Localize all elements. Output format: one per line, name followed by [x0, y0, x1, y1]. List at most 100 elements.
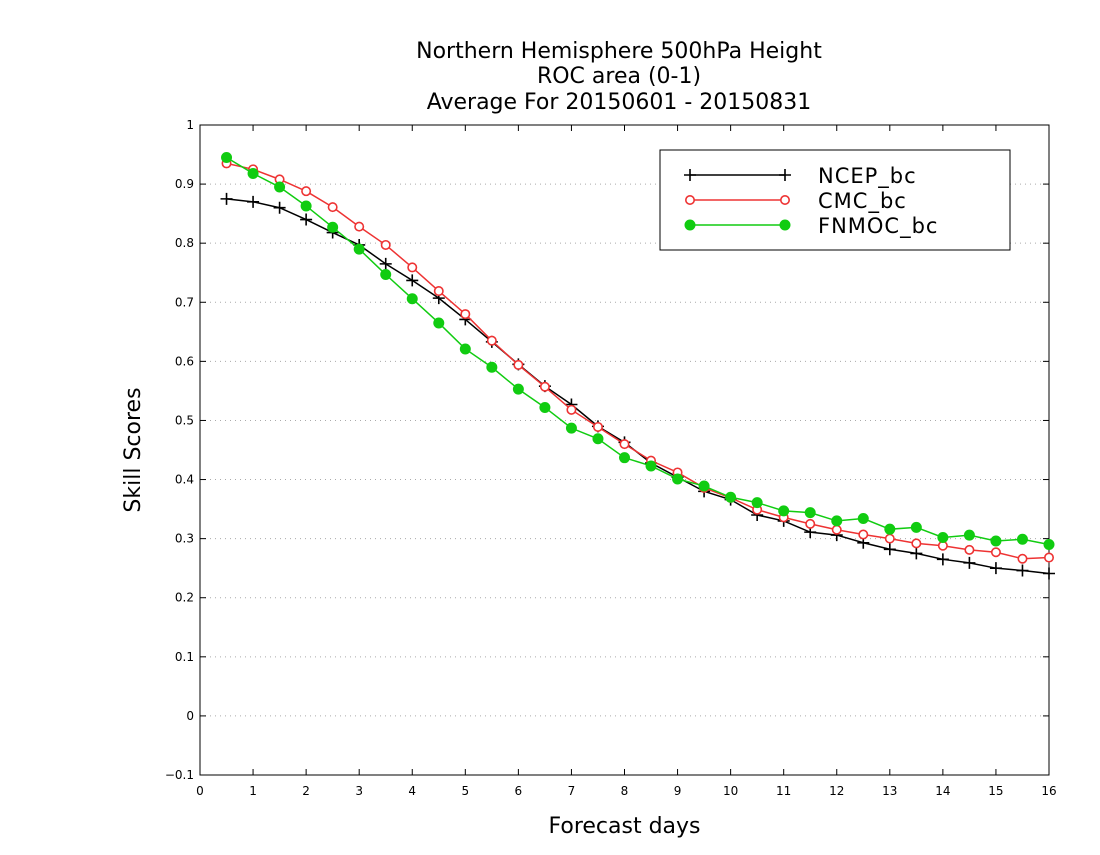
x-tick-label: 6: [515, 784, 523, 798]
y-tick-label: 0.3: [175, 532, 194, 546]
data-point-fnmoc-bc: [963, 529, 975, 541]
data-point-ncep-bc: [936, 553, 949, 566]
data-point-ncep-bc: [1043, 567, 1055, 580]
data-point-fnmoc-bc: [937, 531, 949, 543]
chart-title-line-3: Average For 20150601 - 20150831: [427, 90, 812, 115]
data-point-ncep-bc: [989, 562, 1002, 575]
data-point-cmc-bc: [1044, 552, 1055, 563]
legend-item-ncep-bc: NCEP_bc: [684, 164, 917, 189]
data-point-cmc-bc: [460, 309, 471, 320]
data-point-ncep-bc: [379, 257, 392, 270]
data-point-ncep-bc: [406, 274, 419, 287]
y-tick-label: 0: [186, 709, 194, 723]
chart-title-line-2: ROC area (0-1): [537, 64, 701, 89]
data-point-cmc-bc: [858, 529, 869, 540]
x-tick-label: 14: [935, 784, 950, 798]
data-point-fnmoc-bc: [831, 515, 843, 527]
y-tick-label: 0.7: [175, 295, 194, 309]
data-point-fnmoc-bc: [645, 460, 657, 472]
data-point-fnmoc-bc: [1016, 533, 1028, 545]
legend-item-fnmoc-bc: FNMOC_bc: [684, 214, 938, 239]
x-tick-label: 8: [621, 784, 629, 798]
data-point-fnmoc-bc: [884, 523, 896, 535]
data-point-fnmoc-bc: [698, 480, 710, 492]
x-tick-label: 12: [829, 784, 844, 798]
data-point-fnmoc-bc: [672, 473, 684, 485]
data-point-cmc-bc: [407, 262, 418, 273]
x-tick-label: 9: [674, 784, 682, 798]
data-point-fnmoc-bc: [539, 401, 551, 413]
data-point-cmc-bc: [831, 524, 842, 535]
series-ncep-bc: [220, 192, 1055, 580]
x-tick-label: 1: [249, 784, 257, 798]
x-axis-title: Forecast days: [548, 814, 700, 839]
x-tick-label: 5: [461, 784, 469, 798]
y-tick-label: 0.8: [175, 236, 194, 250]
data-point-cmc-bc: [433, 286, 444, 297]
data-point-cmc-bc: [884, 533, 895, 544]
legend-marker-ncep-bc: [779, 169, 791, 181]
data-point-fnmoc-bc: [990, 535, 1002, 547]
series-cmc-bc: [221, 158, 1055, 564]
data-point-fnmoc-bc: [274, 181, 286, 193]
y-tick-label: 0.2: [175, 591, 194, 605]
data-point-cmc-bc: [566, 404, 577, 415]
x-tick-label: 2: [302, 784, 310, 798]
data-point-ncep-bc: [1016, 564, 1029, 577]
data-point-cmc-bc: [513, 359, 524, 370]
legend-marker-cmc-bc: [779, 195, 790, 206]
data-point-fnmoc-bc: [910, 521, 922, 533]
data-point-fnmoc-bc: [486, 361, 498, 373]
data-point-cmc-bc: [805, 518, 816, 529]
legend-label-fnmoc-bc: FNMOC_bc: [818, 214, 938, 239]
x-tick-label: 4: [408, 784, 416, 798]
data-point-cmc-bc: [911, 538, 922, 549]
x-axis-ticks: 0 1 2 3 4 5 6 7 8 9 10 11 12 13 14 15 16: [196, 125, 1057, 798]
legend-marker-cmc-bc: [684, 195, 695, 206]
x-tick-label: 7: [568, 784, 576, 798]
data-point-ncep-bc: [910, 547, 923, 560]
data-point-fnmoc-bc: [565, 422, 577, 434]
data-point-fnmoc-bc: [353, 243, 365, 255]
x-tick-label: 10: [723, 784, 738, 798]
data-point-fnmoc-bc: [1043, 539, 1055, 551]
legend-label-cmc-bc: CMC_bc: [818, 189, 907, 214]
x-tick-label: 15: [988, 784, 1003, 798]
data-point-cmc-bc: [990, 547, 1001, 558]
data-point-cmc-bc: [539, 381, 550, 392]
data-point-cmc-bc: [592, 421, 603, 432]
data-point-fnmoc-bc: [459, 343, 471, 355]
data-point-cmc-bc: [354, 221, 365, 232]
y-tick-label: 0.4: [175, 473, 194, 487]
data-point-cmc-bc: [619, 439, 630, 450]
series-layer: [220, 152, 1055, 580]
x-tick-label: 3: [355, 784, 363, 798]
y-tick-label: −0.1: [165, 768, 194, 782]
legend-item-cmc-bc: CMC_bc: [684, 189, 907, 214]
data-point-ncep-bc: [247, 195, 260, 208]
data-point-cmc-bc: [380, 239, 391, 250]
data-point-fnmoc-bc: [327, 221, 339, 233]
series-fnmoc-bc: [221, 152, 1055, 551]
data-point-fnmoc-bc: [592, 433, 604, 445]
data-point-fnmoc-bc: [247, 167, 259, 179]
data-point-fnmoc-bc: [221, 152, 233, 163]
data-point-ncep-bc: [963, 556, 976, 569]
data-point-fnmoc-bc: [804, 507, 816, 519]
legend-label-ncep-bc: NCEP_bc: [818, 164, 917, 189]
data-point-fnmoc-bc: [300, 200, 312, 212]
data-point-ncep-bc: [300, 213, 313, 226]
chart-title-line-1: Northern Hemisphere 500hPa Height: [416, 39, 822, 64]
chart-title: Northern Hemisphere 500hPa Height ROC ar…: [416, 39, 822, 115]
y-tick-label: 0.6: [175, 354, 194, 368]
data-point-fnmoc-bc: [778, 505, 790, 517]
x-tick-label: 0: [196, 784, 204, 798]
data-point-fnmoc-bc: [380, 269, 392, 280]
y-axis-title: Skill Scores: [121, 387, 146, 512]
data-point-ncep-bc: [273, 201, 286, 214]
legend-marker-fnmoc-bc: [684, 219, 696, 231]
data-point-fnmoc-bc: [406, 293, 418, 305]
data-point-fnmoc-bc: [619, 452, 630, 464]
